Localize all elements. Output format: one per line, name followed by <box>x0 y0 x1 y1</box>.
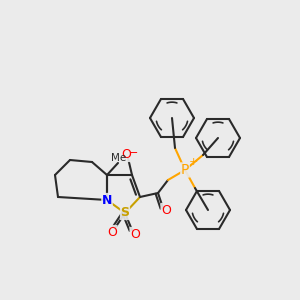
Text: Me: Me <box>111 153 127 163</box>
Text: −: − <box>129 148 139 158</box>
Text: O: O <box>130 227 140 241</box>
Text: O: O <box>161 203 171 217</box>
Text: +: + <box>188 157 198 167</box>
Text: O: O <box>121 148 131 161</box>
Text: O: O <box>107 226 117 238</box>
Text: P: P <box>181 163 189 177</box>
Text: N: N <box>102 194 112 206</box>
Text: S: S <box>121 206 130 220</box>
